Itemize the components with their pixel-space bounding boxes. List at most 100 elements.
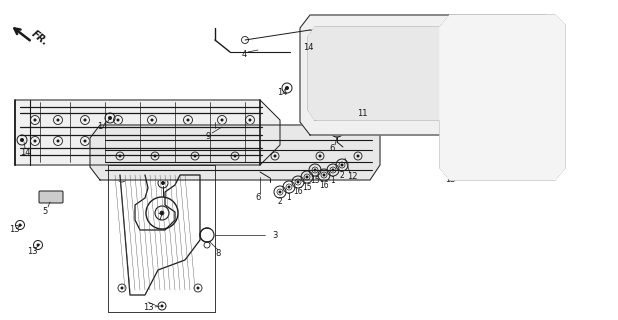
Circle shape (248, 118, 252, 122)
Circle shape (341, 164, 344, 166)
Text: 6: 6 (255, 194, 261, 203)
Circle shape (323, 86, 326, 90)
Circle shape (509, 86, 512, 90)
Text: FR.: FR. (30, 28, 50, 47)
Circle shape (297, 180, 300, 183)
Circle shape (353, 60, 357, 63)
Circle shape (515, 163, 517, 165)
Circle shape (56, 140, 59, 142)
Text: 15: 15 (310, 175, 320, 185)
Text: 16: 16 (319, 180, 329, 189)
Circle shape (353, 86, 357, 90)
Circle shape (536, 86, 540, 90)
Text: 7: 7 (465, 117, 471, 126)
Text: 3: 3 (272, 230, 277, 239)
Text: 13: 13 (143, 303, 153, 313)
Circle shape (496, 76, 500, 80)
Circle shape (428, 60, 431, 63)
Text: 8: 8 (215, 250, 221, 259)
Circle shape (323, 60, 326, 63)
Text: 1: 1 (287, 193, 291, 202)
Circle shape (496, 46, 500, 50)
Text: 11: 11 (357, 108, 367, 117)
Circle shape (161, 181, 165, 185)
Polygon shape (440, 15, 565, 180)
Circle shape (541, 106, 545, 110)
Polygon shape (300, 15, 555, 135)
Polygon shape (308, 27, 548, 120)
Text: 14: 14 (277, 87, 287, 97)
Text: 7: 7 (158, 212, 163, 221)
Circle shape (19, 223, 22, 227)
Polygon shape (15, 100, 280, 165)
Circle shape (221, 118, 224, 122)
Text: 13: 13 (523, 84, 533, 93)
Circle shape (161, 305, 164, 308)
Text: 1: 1 (331, 175, 336, 185)
Circle shape (285, 86, 289, 90)
Circle shape (318, 106, 322, 110)
Circle shape (20, 138, 24, 142)
Circle shape (117, 140, 119, 142)
Circle shape (56, 118, 59, 122)
Text: 16: 16 (293, 188, 303, 196)
Circle shape (323, 173, 326, 177)
Text: 14: 14 (20, 148, 30, 156)
Circle shape (279, 190, 282, 194)
Circle shape (33, 140, 36, 142)
Circle shape (468, 60, 472, 63)
Circle shape (36, 244, 40, 246)
Circle shape (357, 155, 360, 157)
Circle shape (509, 60, 512, 63)
Text: 15: 15 (302, 182, 312, 191)
Polygon shape (90, 125, 380, 180)
Circle shape (305, 175, 308, 179)
Text: 13: 13 (445, 174, 455, 183)
Circle shape (117, 118, 119, 122)
Circle shape (221, 140, 224, 142)
Circle shape (153, 155, 156, 157)
Circle shape (234, 155, 237, 157)
Circle shape (528, 78, 531, 82)
Circle shape (160, 211, 164, 215)
Circle shape (331, 169, 334, 172)
Circle shape (151, 118, 153, 122)
Text: 14: 14 (97, 122, 108, 131)
Circle shape (187, 140, 190, 142)
Circle shape (108, 116, 112, 120)
Text: 4: 4 (242, 50, 247, 59)
Circle shape (121, 177, 124, 180)
Circle shape (119, 155, 122, 157)
Circle shape (83, 140, 87, 142)
Circle shape (454, 171, 457, 173)
Circle shape (428, 86, 431, 90)
Text: 14: 14 (303, 43, 313, 52)
Circle shape (274, 155, 276, 157)
Circle shape (536, 60, 540, 63)
FancyBboxPatch shape (39, 191, 63, 203)
Circle shape (525, 57, 528, 60)
Circle shape (259, 169, 265, 175)
Text: 13: 13 (9, 225, 19, 234)
Text: 2: 2 (340, 171, 344, 180)
Circle shape (83, 118, 87, 122)
Circle shape (538, 150, 541, 154)
Circle shape (121, 286, 124, 290)
Circle shape (334, 127, 340, 133)
Circle shape (151, 140, 153, 142)
Circle shape (187, 118, 190, 122)
Text: 9: 9 (205, 132, 211, 140)
Text: 8: 8 (495, 124, 501, 133)
Text: 13: 13 (517, 60, 528, 69)
Circle shape (349, 34, 352, 36)
Circle shape (193, 155, 197, 157)
Text: 2: 2 (277, 197, 282, 206)
Text: 6: 6 (329, 143, 335, 153)
Text: 10: 10 (497, 165, 507, 174)
Circle shape (313, 169, 316, 172)
Circle shape (287, 186, 290, 188)
Circle shape (389, 60, 391, 63)
Text: 12: 12 (347, 172, 357, 180)
Text: 13: 13 (27, 247, 37, 257)
Circle shape (389, 86, 391, 90)
